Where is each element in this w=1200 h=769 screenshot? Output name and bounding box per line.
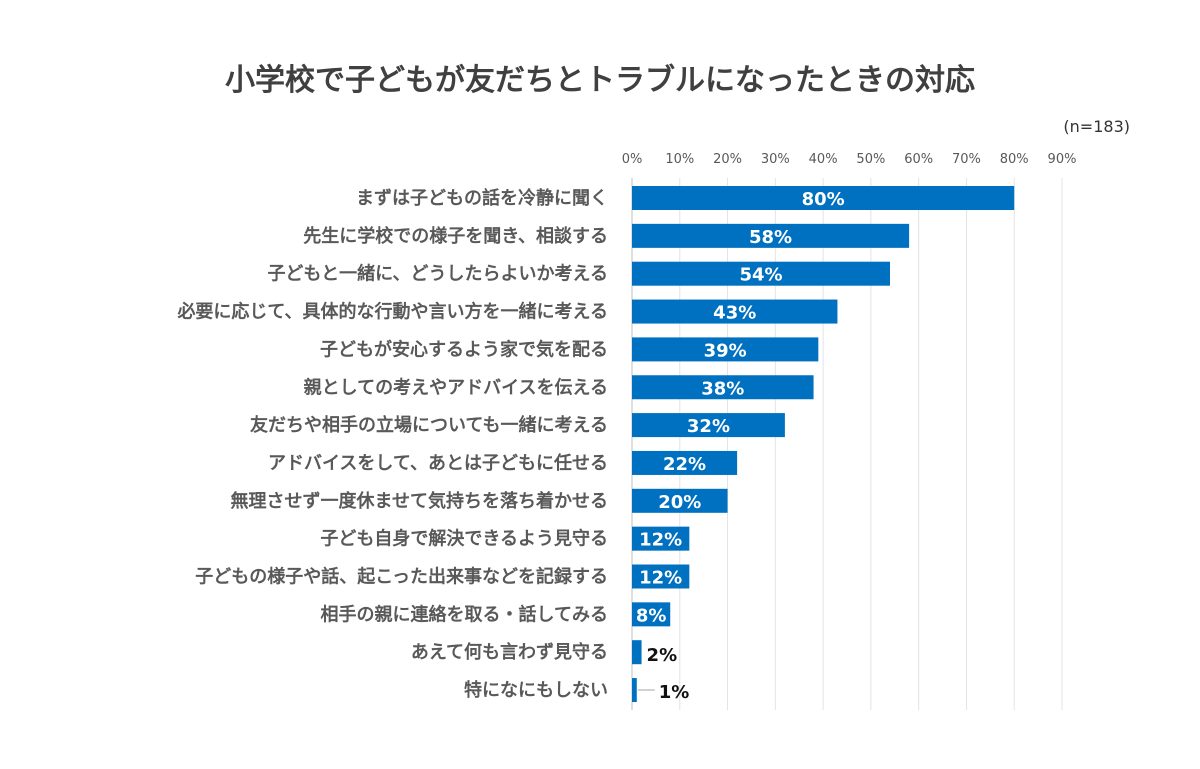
- x-tick-label: 30%: [761, 152, 790, 167]
- data-label: 8%: [636, 605, 667, 626]
- bar: [632, 640, 642, 665]
- x-tick-label: 80%: [1000, 152, 1029, 167]
- data-label: 32%: [687, 416, 730, 437]
- x-tick-label: 70%: [952, 152, 981, 167]
- x-tick-label: 90%: [1048, 152, 1077, 167]
- data-label: 1%: [659, 682, 690, 703]
- bar: [632, 526, 690, 551]
- data-label: 22%: [663, 454, 706, 475]
- category-label: あえて何も言わず見守る: [411, 641, 608, 663]
- category-label: まずは子どもの話を冷静に聞く: [356, 187, 608, 209]
- x-tick-label: 10%: [665, 152, 694, 167]
- bar: [632, 299, 838, 324]
- x-tick-label: 40%: [809, 152, 838, 167]
- data-label: 38%: [701, 378, 744, 399]
- data-label: 2%: [647, 645, 678, 666]
- bar: [632, 488, 728, 513]
- data-label: 12%: [639, 530, 682, 551]
- bar: [632, 602, 671, 627]
- bar: [632, 223, 910, 248]
- x-tick-label: 20%: [713, 152, 742, 167]
- data-label: 20%: [658, 492, 701, 513]
- gridlines: [631, 178, 1063, 710]
- category-label: 子どもが安心するよう家で気を配る: [320, 338, 608, 360]
- category-label: 無理させず一度休ませて気持ちを落ち着かせる: [231, 490, 608, 512]
- x-tick-label: 50%: [856, 152, 885, 167]
- category-label: 子どもと一緒に、どうしたらよいか考える: [267, 263, 608, 285]
- data-label: 58%: [749, 227, 792, 248]
- bar: [632, 450, 738, 475]
- bar: [632, 375, 814, 400]
- bars: まずは子どもの話を冷静に聞く 80% 先生に学校での様子を聞き、相談する 58% 子ども…: [176, 186, 1015, 703]
- bar: [632, 564, 690, 589]
- bar: [632, 413, 785, 438]
- category-label: 親としての考えやアドバイスを伝える: [304, 376, 608, 398]
- bar: [632, 186, 1015, 210]
- category-label: 友だちや相手の立場についても一緒に考える: [250, 414, 608, 436]
- chart-title: 小学校で子どもが友だちとトラブルになったときの対応: [225, 63, 975, 98]
- category-label: 必要に応じて、具体的な行動や言い方を一緒に考える: [176, 301, 608, 323]
- category-label: 子どもの様子や話、起こった出来事などを記録する: [195, 566, 608, 588]
- data-label: 12%: [639, 568, 682, 589]
- bar: [632, 337, 819, 362]
- data-label: 54%: [739, 265, 782, 286]
- data-label: 43%: [713, 303, 756, 324]
- bar: [632, 261, 890, 286]
- category-label: 先生に学校での様子を聞き、相談する: [303, 225, 608, 247]
- category-label: 子ども自身で解決できるよう見守る: [320, 528, 608, 550]
- category-label: 相手の親に連絡を取る・話してみる: [321, 603, 608, 625]
- category-label: 特になにもしない: [464, 679, 608, 701]
- sample-size-note: (n=183): [1063, 117, 1130, 136]
- data-label: 39%: [704, 340, 747, 361]
- data-label: 80%: [802, 189, 845, 210]
- category-label: アドバイスをして、あとは子どもに任せる: [268, 452, 608, 474]
- bar: [632, 678, 637, 703]
- x-tick-label: 60%: [904, 152, 933, 167]
- x-tick-label: 0%: [622, 152, 643, 167]
- x-axis-ticks: 0% 10% 20% 30% 40% 50% 60% 70% 80% 90%: [622, 152, 1077, 167]
